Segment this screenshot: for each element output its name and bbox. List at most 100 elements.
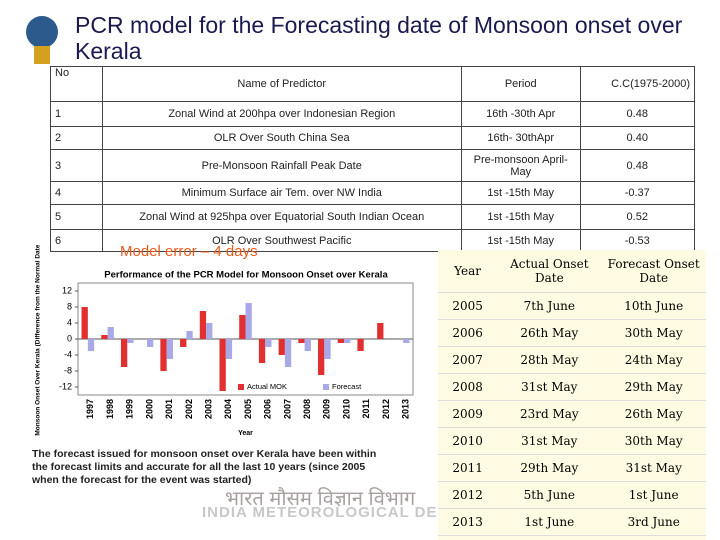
footer-hindi: भारत मौसम विज्ञान विभाग [225, 488, 416, 510]
table-row: 4 Minimum Surface air Tem. over NW India 1… [50, 181, 696, 205]
table-cell: 1st June [601, 480, 706, 508]
table-cell: 23rd May [497, 399, 602, 427]
bar [120, 339, 128, 367]
note: The forecast issued for monsoon onset ov… [32, 448, 377, 486]
y-tick-label: -12 [59, 381, 72, 391]
table-cell: 30th May [601, 426, 706, 454]
table-cell: 2011 [438, 453, 498, 481]
table-cell: 31st May [497, 372, 602, 400]
table-cell: 1st -15th May [460, 229, 581, 252]
slide-title: PCR model for the Forecasting date of Mo… [75, 12, 683, 64]
table-cell: 4 [50, 181, 103, 205]
table-row: 2008 31st May 29th May [438, 372, 706, 400]
x-tick-label: 2008 [302, 399, 312, 419]
table-cell: OLR Over Southwest Pacific [101, 229, 462, 252]
table-cell: 16th- 30thApr [460, 126, 581, 150]
onset-table: Year Actual Onset Date Forecast Onset Date… [438, 250, 706, 540]
model-error: Model error – 4 days [120, 243, 258, 260]
table-cell: 28th May [497, 345, 602, 373]
legend-label: Forecast [332, 382, 362, 391]
legend-label: Actual MOK [247, 382, 287, 391]
y-tick-label: 12 [62, 285, 72, 295]
bar [166, 339, 173, 359]
header-cell: Actual Onset Date [510, 256, 589, 285]
chart: Performance of the PCR Model for Monsoon… [35, 245, 414, 437]
table-cell: 2014 [438, 534, 498, 540]
x-tick-label: 1998 [105, 399, 115, 419]
table-cell: 3rd June [601, 507, 706, 535]
table-cell: 2013 [438, 507, 498, 535]
bar [258, 339, 266, 363]
y-axis-label: Monsoon Onset Over Kerala (Difference fr… [35, 245, 42, 436]
legend-swatch [323, 384, 329, 390]
x-tick-label: 2013 [401, 399, 411, 419]
bar [304, 339, 311, 351]
table-row: 2013 1st June 3rd June [438, 507, 706, 535]
x-axis-label: Year [238, 430, 253, 437]
bar [239, 315, 246, 339]
x-tick-label: 2000 [144, 399, 154, 419]
table-cell: OLR Over South China Sea [101, 126, 462, 150]
table-cell: -0.37 [579, 181, 696, 205]
bar [186, 331, 193, 339]
bar [160, 339, 167, 371]
table-cell: 29th May [497, 453, 602, 481]
predictor-table: No Name of Predictor Period C.C(1975-2000) 1… [50, 66, 696, 252]
y-tick-label: 8 [67, 301, 72, 311]
header-cell: Period [460, 66, 581, 102]
bar [265, 339, 272, 347]
table-row: 2012 5th June 1st June [438, 480, 706, 508]
table-cell: 26th May [601, 399, 706, 427]
table-cell: Minimum Surface air Tem. over NW India [101, 181, 462, 205]
table-cell: Zonal Wind at 925hpa over Equatorial Sou… [101, 204, 462, 230]
table-cell: Pre-monsoon April-May [460, 149, 581, 182]
bar [199, 311, 207, 339]
bar [298, 339, 305, 343]
table-cell: -0.53 [579, 229, 696, 252]
table-row: 2005 7th June 10th June [438, 291, 706, 319]
y-tick-label: -4 [64, 349, 72, 359]
bar [318, 339, 325, 375]
header-cell: Year [454, 263, 482, 278]
bar [337, 339, 345, 343]
table-row: 2 OLR Over South China Sea 16th- 30thApr 0.… [50, 126, 696, 150]
x-tick-label: 1997 [85, 399, 95, 419]
table-cell: 1 [50, 101, 103, 127]
table-cell: 5th June [601, 534, 706, 540]
table-cell: 2008 [438, 372, 498, 400]
bar [206, 323, 213, 339]
table-row: 2006 26th May 30th May [438, 318, 706, 346]
table-cell: Zonal Wind at 200hpa over Indonesian Reg… [101, 101, 462, 127]
table-cell: 6th June [497, 534, 602, 540]
table-cell: 0.48 [579, 149, 696, 182]
bar [127, 339, 134, 343]
bar [357, 339, 364, 351]
table-cell: 2005 [438, 291, 498, 319]
bar [101, 335, 108, 339]
bar [245, 303, 252, 339]
table-cell: 1st -15th May [460, 181, 581, 205]
table-cell: 2012 [438, 480, 498, 508]
table-cell: 5 [50, 204, 103, 230]
x-tick-label: 2004 [223, 399, 233, 419]
table-row: 5 Zonal Wind at 925hpa over Equatorial So… [50, 204, 696, 230]
bar [377, 323, 384, 339]
x-tick-label: 2009 [322, 399, 332, 419]
table-cell: 0.52 [579, 204, 696, 230]
table-cell: 2 [50, 126, 103, 150]
x-tick-label: 2005 [243, 399, 253, 419]
table-row: 2009 23rd May 26th May [438, 399, 706, 427]
table-cell: 1st June [497, 507, 602, 535]
x-tick-label: 2007 [282, 399, 292, 419]
table-cell: 5th June [497, 480, 602, 508]
emblem [26, 16, 58, 64]
table-cell: 31st May [601, 453, 706, 481]
table-cell: 30th May [601, 318, 706, 346]
bar [324, 339, 331, 359]
table-cell: 29th May [601, 372, 706, 400]
x-tick-label: 2012 [381, 399, 391, 419]
header-cell: Forecast Onset Date [607, 256, 700, 285]
x-tick-label: 2002 [184, 399, 194, 419]
table-row: 20146th June5th June [438, 534, 706, 540]
